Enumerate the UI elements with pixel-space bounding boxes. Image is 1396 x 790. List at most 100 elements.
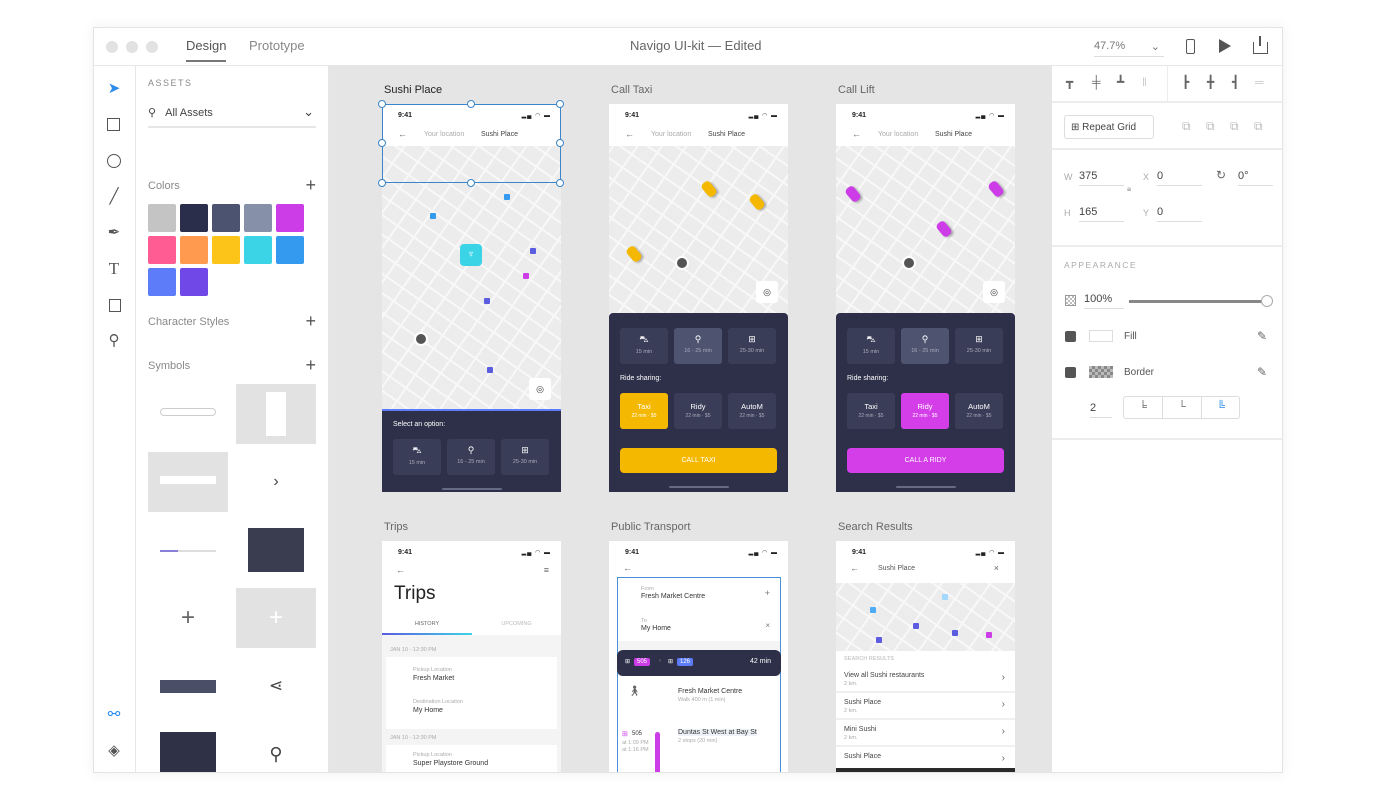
assets-panel-icon[interactable]: ⚯: [107, 706, 121, 723]
color-swatch[interactable]: [148, 236, 176, 264]
opacity-slider[interactable]: [1129, 295, 1273, 307]
fill-toggle-checkbox[interactable]: [1065, 331, 1076, 342]
assets-filter-dropdown[interactable]: ⚲ All Assets ⌄: [148, 104, 316, 128]
back-arrow-icon[interactable]: ←: [623, 563, 632, 573]
stroke-outside-button[interactable]: ╚: [1217, 401, 1225, 413]
map[interactable]: ◎: [609, 146, 788, 313]
layers-icon[interactable]: ◈: [108, 742, 120, 759]
x-input[interactable]: 0: [1157, 170, 1202, 186]
result-row[interactable]: Mini Sushi 2 km. ›: [836, 721, 1015, 747]
distribute-vertical-icon[interactable]: ‖: [1142, 75, 1147, 89]
resize-handle[interactable]: [467, 179, 475, 187]
repeat-grid-button[interactable]: ⊞ Repeat Grid: [1064, 115, 1154, 139]
window-maximize-button[interactable]: [146, 41, 158, 53]
color-swatch[interactable]: [276, 236, 304, 264]
result-row[interactable]: Sushi Place 2 km. ›: [836, 694, 1015, 720]
play-icon[interactable]: [1219, 39, 1231, 53]
option-walk[interactable]: ⚲ 16 - 25 min: [447, 439, 495, 475]
boolean-exclude-icon[interactable]: ⧉: [1254, 119, 1263, 133]
symbol-chevron-right-icon[interactable]: ›: [236, 452, 316, 512]
select-tool-icon[interactable]: ➤: [107, 80, 121, 97]
color-swatch[interactable]: [148, 204, 176, 232]
eyedropper-icon[interactable]: ✎: [1257, 365, 1268, 379]
rectangle-tool-icon[interactable]: [105, 116, 123, 134]
locate-me-icon[interactable]: ◎: [983, 281, 1005, 303]
line-tool-icon[interactable]: ╱: [109, 188, 119, 205]
border-swatch[interactable]: [1089, 366, 1113, 378]
result-row[interactable]: Sushi Place ›: [836, 748, 1015, 772]
back-arrow-icon[interactable]: ←: [850, 563, 859, 573]
symbol-keypad[interactable]: [236, 520, 316, 580]
resize-handle[interactable]: [378, 100, 386, 108]
filter-icon[interactable]: ≡: [543, 565, 549, 575]
distribute-horizontal-icon[interactable]: ═: [1255, 75, 1264, 89]
resize-handle[interactable]: [556, 179, 564, 187]
resize-handle[interactable]: [467, 100, 475, 108]
symbol-plus-icon[interactable]: +: [148, 588, 228, 648]
rotation-input[interactable]: 0°: [1238, 170, 1273, 186]
align-left-icon[interactable]: ┣: [1182, 75, 1190, 89]
transport-option[interactable]: ⛍ 15 min: [620, 328, 668, 364]
color-swatch[interactable]: [212, 236, 240, 264]
artboard-search-results[interactable]: 9:41 ▂▄ ◠ ▬ ← Sushi Place × SEARCH RESULT…: [836, 541, 1015, 772]
trip-card[interactable]: Pickup Location Super Playstore Ground: [386, 745, 557, 772]
tab-prototype[interactable]: Prototype: [249, 38, 305, 53]
boolean-add-icon[interactable]: ⧉: [1182, 119, 1191, 133]
resize-handle[interactable]: [378, 139, 386, 147]
border-toggle-checkbox[interactable]: [1065, 367, 1076, 378]
clear-icon[interactable]: ×: [993, 563, 999, 573]
option-car[interactable]: ⛍ 15 min: [393, 439, 441, 475]
artboard-label-sushi-place[interactable]: Sushi Place: [384, 84, 443, 96]
tab-design[interactable]: Design: [186, 38, 227, 62]
ride-option[interactable]: Ridy 22 min · $5: [674, 393, 722, 429]
map[interactable]: ♆ ◎: [382, 146, 561, 409]
color-swatch[interactable]: [276, 204, 304, 232]
color-swatch[interactable]: [180, 268, 208, 296]
transport-option[interactable]: ⊞ 25-30 min: [955, 328, 1003, 364]
back-arrow-icon[interactable]: ←: [625, 129, 634, 139]
color-swatch[interactable]: [180, 204, 208, 232]
ride-option[interactable]: AutoM 22 min · $5: [955, 393, 1003, 429]
window-close-button[interactable]: [106, 41, 118, 53]
symbol-header[interactable]: [148, 452, 228, 512]
locate-me-icon[interactable]: ◎: [756, 281, 778, 303]
back-arrow-icon[interactable]: ←: [396, 565, 405, 575]
symbol-keypad-dark[interactable]: [148, 724, 228, 772]
artboard-label-search-results[interactable]: Search Results: [838, 521, 913, 533]
device-preview-icon[interactable]: [1186, 39, 1195, 54]
eyedropper-icon[interactable]: ✎: [1257, 329, 1268, 343]
align-center-icon[interactable]: ╋: [1207, 75, 1215, 89]
opacity-input[interactable]: 100%: [1084, 293, 1124, 309]
location-header[interactable]: ← Your location Sushi Place: [382, 124, 561, 146]
canvas[interactable]: Sushi Place 9:41 ▂▄ ◠ ▬ ← Your location Sus…: [329, 66, 1051, 772]
border-width-input[interactable]: 2: [1090, 402, 1112, 418]
transport-option[interactable]: ⊞ 25-30 min: [728, 328, 776, 364]
selection-box[interactable]: [382, 104, 561, 183]
color-swatch[interactable]: [180, 236, 208, 264]
stroke-center-button[interactable]: └: [1163, 397, 1202, 418]
symbol-search-icon[interactable]: ⚲: [236, 724, 316, 772]
result-row[interactable]: View all Sushi restaurants 2 km. ›: [836, 667, 1015, 693]
ride-option[interactable]: Taxi 22 min · $5: [847, 393, 895, 429]
boolean-intersect-icon[interactable]: ⧉: [1230, 119, 1239, 133]
location-header[interactable]: ← Your location Sushi Place: [836, 124, 1015, 146]
y-input[interactable]: 0: [1157, 206, 1202, 222]
artboard-sushi-place[interactable]: 9:41 ▂▄ ◠ ▬ ← Your location Sushi Place ♆ ◎…: [382, 104, 561, 492]
add-character-style-button[interactable]: +: [305, 311, 316, 331]
color-swatch[interactable]: [244, 236, 272, 264]
align-bottom-icon[interactable]: ┻: [1117, 75, 1125, 89]
tab-upcoming[interactable]: UPCOMING: [501, 621, 532, 627]
locate-me-icon[interactable]: ◎: [529, 378, 551, 400]
fill-swatch[interactable]: [1089, 330, 1113, 342]
zoom-tool-icon[interactable]: ⚲: [108, 332, 120, 349]
from-input[interactable]: Fresh Market Centre: [641, 593, 706, 600]
resize-handle[interactable]: [556, 100, 564, 108]
add-stop-icon[interactable]: +: [764, 588, 770, 598]
add-symbol-button[interactable]: +: [305, 355, 316, 375]
symbol-search-field[interactable]: [148, 384, 228, 444]
tab-history[interactable]: HISTORY: [414, 621, 440, 627]
artboard-call-lift[interactable]: 9:41 ▂▄ ◠ ▬ ← Your location Sushi Place ◎ ⛍ 15 …: [836, 104, 1015, 492]
artboard-public-transport[interactable]: 9:41 ▂▄ ◠ ▬ ← From Fresh Market Centre + …: [609, 541, 788, 772]
share-icon[interactable]: [1253, 36, 1268, 54]
symbol-dark-navbar[interactable]: [148, 656, 228, 716]
